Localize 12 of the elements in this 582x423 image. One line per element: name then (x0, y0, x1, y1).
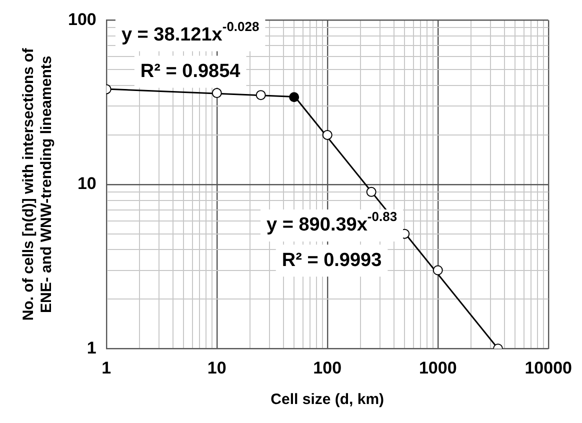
x-tick-label: 1 (102, 358, 112, 378)
y-tick-label: 100 (68, 10, 96, 29)
x-tick-label: 10 (207, 358, 226, 378)
annotation: R² = 0.9993 (282, 250, 382, 271)
x-tick-label: 10000 (524, 358, 572, 378)
x-tick-label: 100 (313, 358, 342, 378)
y-tick-label: 10 (77, 174, 96, 194)
x-axis-title: Cell size (d, km) (270, 391, 384, 408)
annotation: R² = 0.9854 (140, 60, 241, 82)
y-axis-title: No. of cells [n(d)] with intersections of ENE- and WNW-trending lineaments (20, 47, 56, 321)
x-tick-label: 1000 (418, 358, 457, 378)
y-tick-label: 1 (86, 338, 96, 358)
